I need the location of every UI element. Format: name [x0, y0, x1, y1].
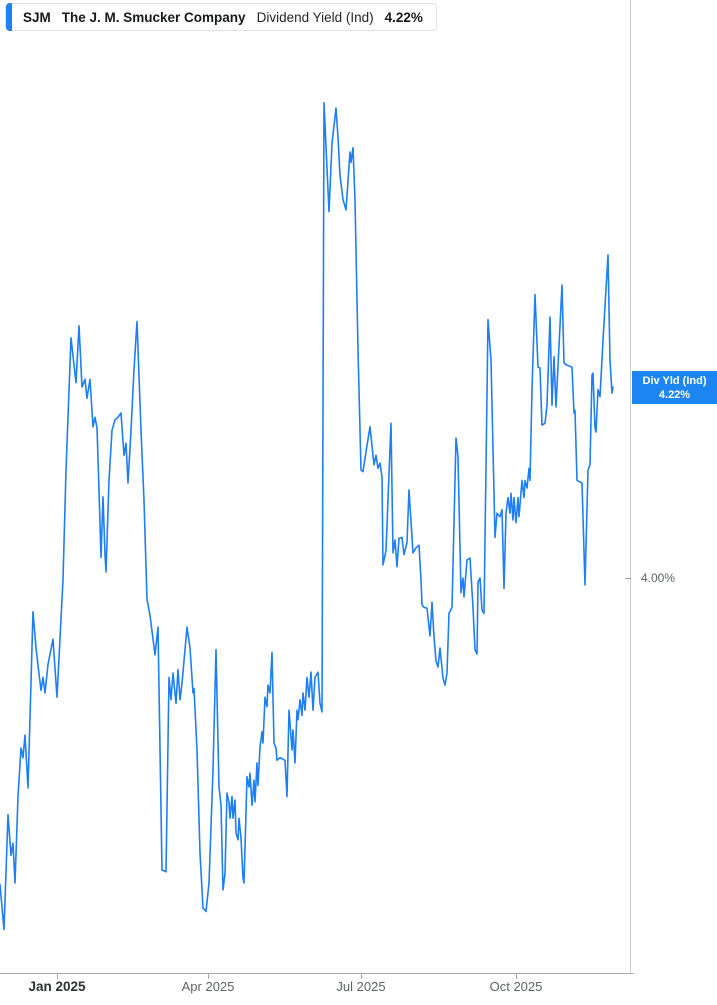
- last-value-badge-series-label: Div Yld (Ind): [642, 374, 707, 387]
- indicator-value: 4.22%: [384, 9, 423, 25]
- last-value-badge: Div Yld (Ind) 4.22%: [632, 371, 717, 404]
- x-axis-ticks: [57, 973, 517, 979]
- series-color-accent-bar: [6, 3, 12, 31]
- x-axis-label: Apr 2025: [181, 979, 235, 994]
- symbol-summary-card[interactable]: SJM The J. M. Smucker Company Dividend Y…: [5, 3, 437, 31]
- ticker-symbol: SJM: [23, 9, 51, 25]
- y-axis-tick-label: 4.00%: [641, 571, 676, 585]
- x-axis-label: Jan 2025: [28, 979, 86, 994]
- x-axis-label: Oct 2025: [489, 979, 543, 994]
- indicator-name: Dividend Yield (Ind): [256, 9, 374, 25]
- x-axis-label: Jul 2025: [336, 979, 386, 994]
- last-value-badge-value: 4.22%: [658, 388, 691, 401]
- company-name: The J. M. Smucker Company: [61, 9, 246, 25]
- dividend-yield-line-series[interactable]: [0, 102, 614, 931]
